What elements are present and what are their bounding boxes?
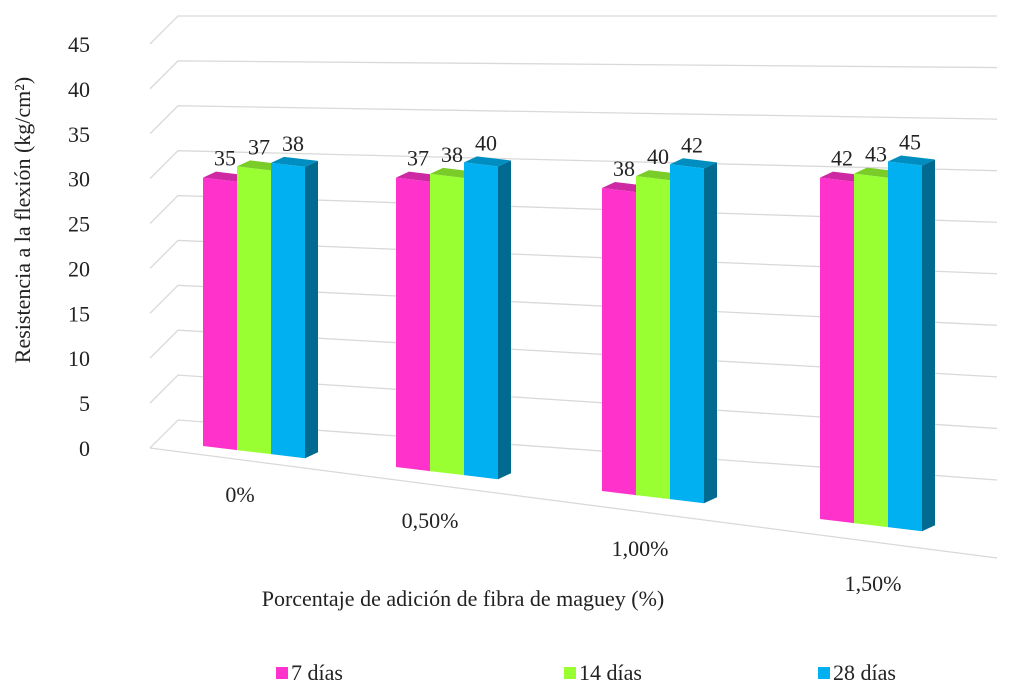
bar	[670, 164, 704, 504]
y-axis-title: Resistencia a la flexión (kg/cm²)	[10, 77, 35, 363]
legend-swatch	[564, 667, 576, 679]
legend-swatch	[276, 667, 288, 679]
legend-item: 28 días	[818, 660, 896, 685]
bar-side	[305, 160, 318, 459]
x-axis-categories: 0% 0,50% 1,00% 1,50%	[225, 482, 901, 596]
x-category-label: 1,50%	[845, 571, 902, 596]
bar	[602, 188, 636, 496]
y-tick-label: 40	[68, 77, 90, 102]
bar	[396, 177, 430, 472]
y-tick-label: 25	[68, 212, 90, 237]
data-labels: 35 37 38 37 38 40 38 40 42 42 43 45	[214, 129, 921, 181]
legend: 7 días 14 días 28 días	[276, 660, 896, 685]
y-tick-label: 35	[68, 122, 90, 147]
y-tick-label: 0	[79, 436, 90, 461]
bar	[464, 162, 498, 480]
bar	[203, 177, 237, 451]
bar-side	[922, 159, 935, 532]
y-tick-label: 15	[68, 301, 90, 326]
bar	[430, 173, 464, 476]
data-label: 40	[647, 144, 669, 169]
y-tick-label: 30	[68, 167, 90, 192]
bar	[636, 176, 670, 500]
y-tick-label: 5	[79, 391, 90, 416]
bar-top	[271, 156, 318, 167]
legend-label: 7 días	[291, 660, 343, 685]
x-axis-title: Porcentaje de adición de fibra de maguey…	[262, 586, 665, 611]
gridline	[149, 239, 998, 275]
bar-side	[498, 160, 511, 480]
legend-swatch	[818, 667, 830, 679]
x-category-label: 0%	[225, 482, 254, 507]
gridline	[149, 419, 998, 481]
gridline	[149, 374, 998, 430]
bar-top	[670, 158, 717, 169]
data-label: 43	[865, 142, 887, 167]
gridlines	[149, 15, 998, 559]
data-label: 38	[282, 131, 304, 156]
gridline	[149, 284, 998, 326]
y-tick-label: 20	[68, 256, 90, 281]
y-axis-ticks: 0 5 10 15 20 25 30 35 40 45	[68, 32, 90, 461]
bar	[888, 161, 922, 532]
x-category-label: 0,50%	[402, 508, 459, 533]
gridline	[149, 60, 998, 90]
data-label: 38	[441, 142, 463, 167]
y-tick-label: 10	[68, 346, 90, 371]
bar	[271, 162, 305, 459]
gridline	[149, 105, 998, 135]
bars	[203, 155, 935, 532]
data-label: 45	[899, 129, 921, 154]
data-label: 42	[681, 132, 703, 157]
bar-side	[704, 162, 717, 504]
gridline	[149, 150, 998, 180]
gridline	[149, 15, 997, 45]
floor-front-edge	[149, 447, 998, 559]
data-label: 40	[475, 130, 497, 155]
gridline	[149, 194, 998, 225]
bar	[237, 166, 271, 455]
bar	[854, 173, 888, 528]
legend-label: 28 días	[833, 660, 896, 685]
bar-top	[464, 156, 511, 167]
bar	[820, 177, 854, 524]
legend-item: 7 días	[276, 660, 343, 685]
data-label: 35	[214, 146, 236, 171]
x-category-label: 1,00%	[612, 536, 669, 561]
bar-top	[888, 155, 935, 166]
data-label: 37	[248, 134, 270, 159]
y-tick-label: 45	[68, 32, 90, 57]
gridline	[149, 329, 998, 378]
legend-item: 14 días	[564, 660, 642, 685]
data-label: 38	[613, 156, 635, 181]
legend-label: 14 días	[579, 660, 642, 685]
data-label: 37	[407, 146, 429, 171]
data-label: 42	[831, 146, 853, 171]
